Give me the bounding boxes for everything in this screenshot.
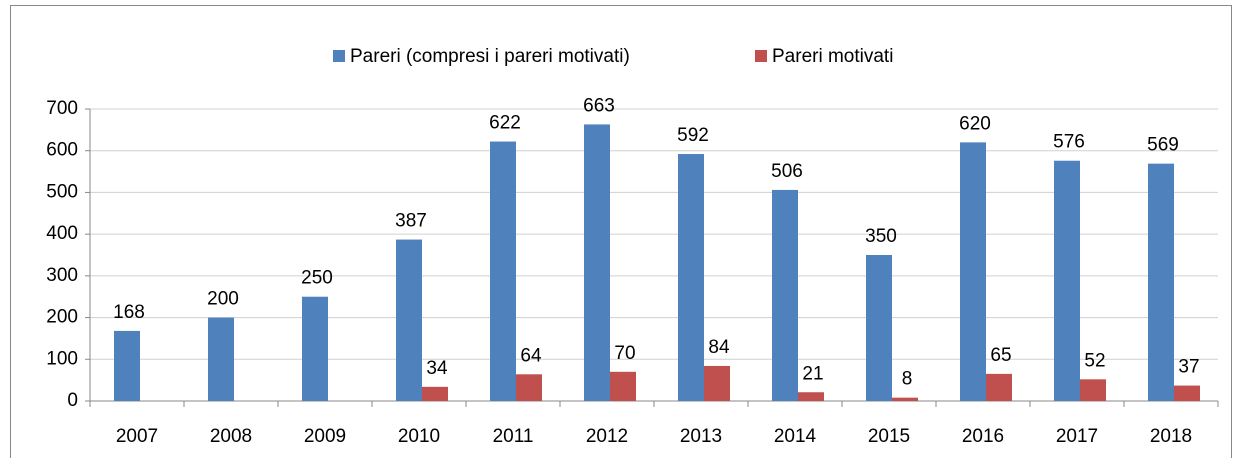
data-label: 576 (1053, 132, 1085, 153)
x-tick-label: 2018 (1150, 426, 1192, 447)
data-label: 37 (1178, 357, 1199, 378)
bar (704, 365, 730, 401)
y-tick-label: 300 (46, 265, 78, 286)
bar (396, 239, 422, 401)
x-tick-label: 2014 (774, 426, 817, 447)
data-label: 65 (990, 345, 1011, 366)
data-label: 592 (677, 125, 709, 146)
bar (114, 330, 140, 401)
bar (422, 386, 448, 401)
data-label: 70 (614, 343, 635, 364)
x-tick-label: 2010 (398, 426, 440, 447)
bar (302, 296, 328, 401)
x-tick-label: 2015 (868, 426, 910, 447)
bar (208, 317, 234, 401)
bar (986, 373, 1012, 401)
data-label: 8 (902, 369, 913, 390)
bar (610, 371, 636, 401)
data-label: 200 (207, 289, 239, 310)
bar (798, 392, 824, 401)
bar (892, 397, 918, 401)
y-tick-label: 500 (46, 181, 78, 202)
bar (490, 141, 516, 401)
data-label: 84 (708, 337, 730, 358)
bar (1148, 163, 1174, 401)
x-tick-label: 2011 (493, 426, 534, 447)
data-label: 663 (583, 95, 615, 116)
y-tick-label: 100 (46, 348, 78, 369)
x-tick-label: 2013 (680, 426, 722, 447)
bar (516, 374, 542, 401)
data-label: 622 (489, 113, 521, 134)
y-tick-label: 0 (67, 390, 78, 411)
data-label: 52 (1084, 350, 1105, 371)
data-label: 620 (959, 113, 991, 134)
bar (1080, 379, 1106, 401)
legend-swatch (333, 50, 345, 62)
legend-label: Pareri (compresi i pareri motivati) (350, 46, 630, 67)
bar (584, 124, 610, 401)
y-tick-label: 200 (46, 307, 78, 328)
legend-label: Pareri motivati (772, 46, 893, 67)
legend-swatch (755, 50, 767, 62)
x-tick-label: 2007 (116, 426, 158, 447)
x-tick-label: 2017 (1056, 426, 1098, 447)
data-label: 64 (520, 345, 542, 366)
bar (866, 255, 892, 401)
x-tick-label: 2016 (962, 426, 1004, 447)
y-tick-label: 600 (46, 140, 78, 161)
bar (960, 142, 986, 401)
data-label: 569 (1147, 135, 1179, 156)
bar (1174, 385, 1200, 401)
x-tick-label: 2012 (586, 426, 628, 447)
chart-frame (10, 5, 1232, 463)
data-label: 250 (301, 268, 333, 289)
x-tick-label: 2008 (210, 426, 252, 447)
y-tick-label: 700 (46, 98, 78, 119)
bar (1054, 160, 1080, 401)
data-label: 387 (395, 211, 427, 232)
y-tick-label: 400 (46, 223, 78, 244)
data-label: 506 (771, 161, 803, 182)
data-label: 168 (113, 302, 145, 323)
bar (772, 189, 798, 401)
data-label: 34 (426, 358, 448, 379)
x-tick-label: 2009 (304, 426, 346, 447)
bar (678, 154, 704, 401)
data-label: 350 (865, 226, 897, 247)
data-label: 21 (802, 363, 823, 384)
